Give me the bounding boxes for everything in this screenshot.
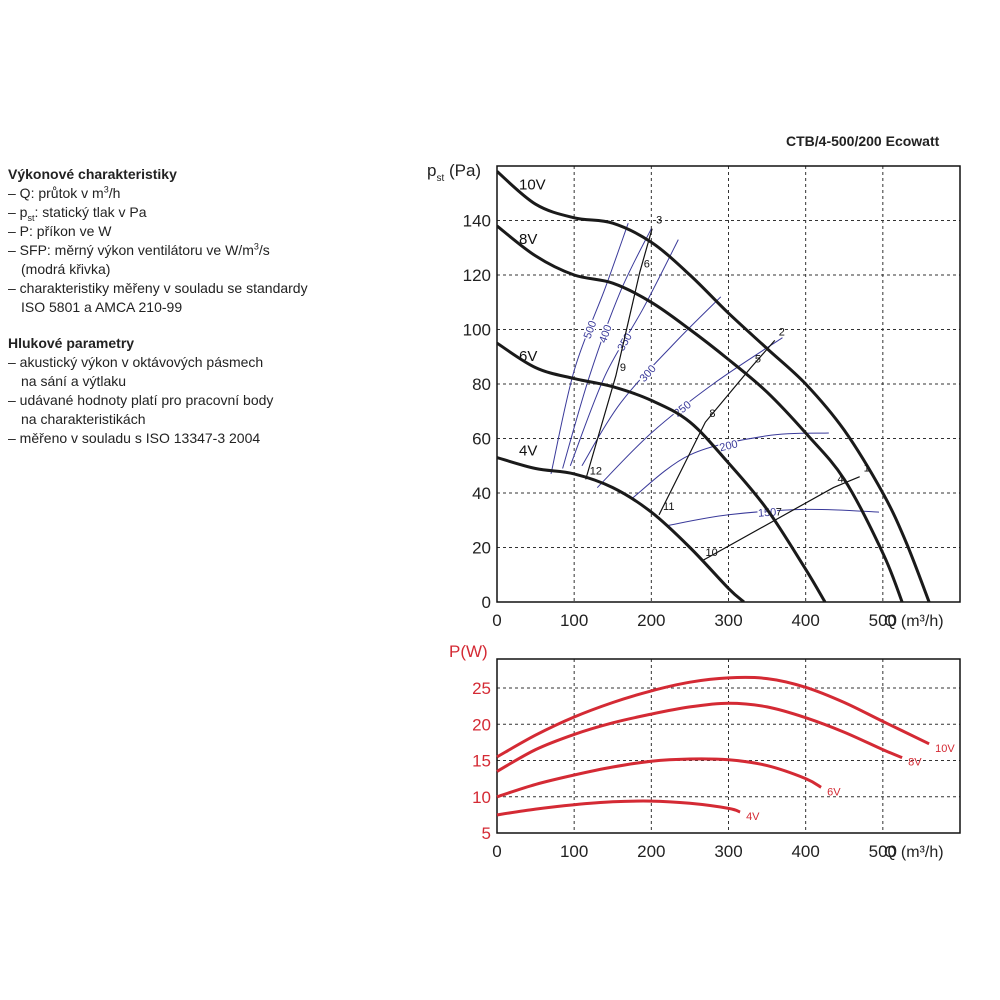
- fan-curve-label: 8V: [519, 231, 537, 248]
- sfp-curve: [631, 432, 829, 499]
- operating-point-label: 2: [779, 326, 785, 338]
- x-axis-label: Q (m³/h): [884, 613, 944, 630]
- operating-point-label: 7: [776, 506, 782, 518]
- performance-list: – Q: průtok v m3/h – pst: statický tlak v…: [8, 184, 448, 317]
- operating-point-label: 3: [656, 215, 662, 227]
- y-tick-label: 15: [472, 752, 491, 771]
- operating-line: [658, 340, 776, 516]
- chart-model-title: CTB/4-500/200 Ecowatt: [786, 133, 940, 149]
- y-tick-label: 60: [472, 430, 491, 449]
- performance-item: – Q: průtok v m3/h: [8, 184, 121, 201]
- power-curve: [496, 799, 741, 817]
- sfp-curve: [550, 223, 629, 475]
- x-tick-label: 200: [637, 842, 665, 861]
- sfp-curve: [569, 239, 679, 466]
- performance-item: – SFP: měrný výkon ventilátoru ve W/m3/s: [8, 241, 270, 258]
- fan-curve-label: 10V: [519, 176, 546, 193]
- sfp-curve: [562, 228, 652, 469]
- y-tick-label: 100: [463, 321, 491, 340]
- noise-item: na sání a výtlaku: [21, 373, 127, 389]
- y-tick-label: 80: [472, 375, 491, 394]
- operating-line: [701, 476, 860, 562]
- x-tick-label: 500: [869, 611, 897, 630]
- operating-point-label: 10: [705, 547, 717, 559]
- operating-point-label: 11: [663, 501, 674, 513]
- performance-item: – P: příkon ve W: [8, 223, 112, 239]
- power-curve-label: 6V: [827, 786, 841, 798]
- performance-heading: Výkonové charakteristiky: [8, 166, 177, 182]
- operating-point-label: 6: [644, 258, 650, 270]
- fan-curve: [497, 224, 904, 602]
- fan-curve: [497, 341, 827, 602]
- x-tick-label: 500: [869, 842, 897, 861]
- noise-item: – měřeno v souladu s ISO 13347-3 2004: [8, 430, 261, 446]
- power-curve: [496, 757, 822, 799]
- x-tick-label: 100: [560, 842, 588, 861]
- y-tick-label: 0: [482, 593, 491, 612]
- y-tick-label: 20: [472, 715, 491, 734]
- noise-item: na charakteristikách: [21, 411, 146, 427]
- power-curve: [496, 701, 903, 773]
- plot-frame: [496, 165, 961, 603]
- sfp-curve-label: 400: [597, 323, 615, 344]
- power-curve: [496, 675, 930, 759]
- performance-item: (modrá křivka): [21, 261, 111, 277]
- x-tick-label: 300: [714, 842, 742, 861]
- x-tick-label: 0: [492, 842, 501, 861]
- performance-item: ISO 5801 a AMCA 210-99: [21, 299, 183, 315]
- x-tick-label: 200: [637, 611, 665, 630]
- performance-item: – charakteristiky měřeny v souladu se st…: [8, 280, 308, 296]
- y-tick-label: 120: [463, 266, 491, 285]
- sfp-curve: [596, 337, 783, 488]
- noise-item: – udávané hodnoty platí pro pracovní bod…: [8, 392, 274, 408]
- fan-curve-label: 4V: [519, 443, 537, 460]
- operating-line: [585, 228, 653, 480]
- noise-list: – akustický výkon v oktávových pásmech na…: [8, 353, 448, 448]
- power-curve-label: 4V: [746, 811, 760, 823]
- operating-point-label: 12: [590, 465, 602, 477]
- x-axis-label: Q (m³/h): [884, 844, 944, 861]
- power-chart: 0 100 200 300 400 500 5 10 15 20 25 Q (m³/h) P(W) 10V…: [449, 642, 961, 861]
- sfp-curve-label: 500: [582, 319, 600, 340]
- performance-item: – pst: statický tlak v Pa: [8, 204, 147, 223]
- y-tick-label: 10: [472, 788, 491, 807]
- x-tick-label: 100: [560, 611, 588, 630]
- plot-frame: [496, 658, 961, 834]
- sfp-curve-label: 300: [638, 363, 659, 385]
- y-axis-label: pst (Pa): [427, 161, 481, 184]
- sfp-curve-label: 200: [718, 438, 739, 454]
- fan-curve: [497, 170, 931, 602]
- y-tick-label: 140: [463, 212, 491, 231]
- noise-item: – akustický výkon v oktávových pásmech: [8, 354, 264, 370]
- legend-panel: Výkonové charakteristiky – Q: průtok v m…: [8, 165, 448, 448]
- operating-point-label: 4: [837, 474, 843, 486]
- y-axis-label: P(W): [449, 642, 488, 661]
- x-tick-label: 400: [791, 842, 819, 861]
- operating-point-label: 8: [709, 408, 715, 420]
- operating-point-label: 1: [864, 463, 870, 475]
- x-tick-label: 300: [714, 611, 742, 630]
- y-tick-label: 40: [472, 484, 491, 503]
- fan-curve-label: 6V: [519, 348, 537, 365]
- x-tick-label: 400: [791, 611, 819, 630]
- noise-heading: Hlukové parametry: [8, 335, 135, 351]
- power-curve-label: 8V: [908, 757, 922, 769]
- sfp-curve: [666, 508, 880, 527]
- x-tick-label: 0: [492, 611, 501, 630]
- y-tick-label: 20: [472, 539, 491, 558]
- y-tick-label: 5: [482, 824, 491, 843]
- power-curve-label: 10V: [935, 743, 955, 755]
- y-tick-label: 25: [472, 679, 491, 698]
- operating-point-label: 5: [755, 354, 761, 366]
- fan-curve: [497, 456, 745, 602]
- operating-point-label: 9: [620, 362, 626, 374]
